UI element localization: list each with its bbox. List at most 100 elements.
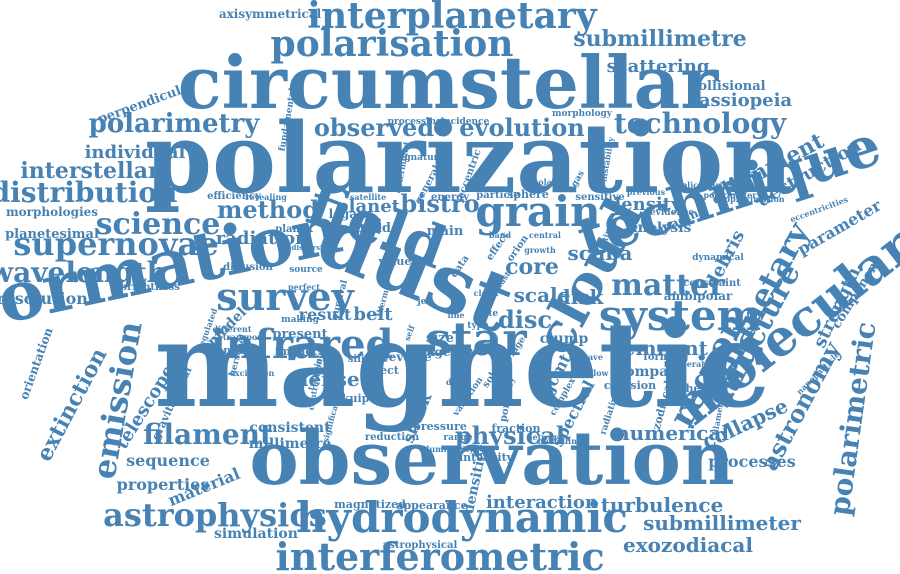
word-transport: transport: [223, 332, 266, 342]
word-analysis: analysis: [629, 220, 692, 236]
word-interstellar: interstellar: [20, 158, 160, 184]
word-properties: properties: [117, 475, 210, 494]
word-efficiency: efficiency: [207, 191, 262, 202]
word-submillimetre: submillimetre: [573, 26, 747, 52]
word-ambipolar: ambipolar: [664, 289, 733, 303]
word-evolution: evolution: [459, 113, 584, 142]
word-making: making: [281, 315, 320, 325]
word-morphologies: morphologies: [6, 205, 98, 219]
word-sequence: sequence: [126, 451, 210, 470]
word-star: star: [425, 312, 527, 366]
word-planetesimal: planetesimal: [5, 227, 99, 242]
word-consistent: consistent: [249, 420, 331, 436]
word-different: different: [212, 324, 251, 334]
word-supernovae: supernovae: [13, 225, 218, 263]
word-magnetized: magnetized: [334, 498, 406, 511]
word-dense: dense: [294, 367, 359, 391]
word-angular: angular: [216, 344, 264, 357]
word-disc: disc: [446, 377, 464, 387]
word-pressure: pressure: [413, 420, 467, 433]
word-dispersion: dispersion: [292, 243, 333, 252]
word-object: object: [361, 364, 400, 377]
word-hydrodynamic: hydrodynamic: [296, 493, 628, 542]
word-numerical: numerical: [615, 421, 729, 445]
word-circumstellar: circumstellar: [178, 40, 719, 125]
word-remnant: remnant: [612, 336, 708, 360]
word-central: central: [529, 230, 561, 240]
word-signature: signature: [396, 153, 445, 163]
word-source: source: [289, 265, 323, 275]
word-scuba: scuba: [568, 241, 633, 265]
word-polarization: polarization: [145, 102, 793, 215]
word-diffusion: diffusion: [223, 262, 273, 273]
word-perfect: perfect: [288, 282, 320, 292]
word-incidence: incidence: [441, 117, 490, 127]
word-exozodiacal: exozodiacal: [623, 533, 753, 557]
word-interferometric: interferometric: [275, 534, 604, 574]
word-scattering: scattering: [607, 56, 710, 77]
word-result: result: [299, 305, 352, 324]
word-magnetic: magnetic: [154, 295, 770, 434]
word-belt: belt: [353, 304, 393, 325]
word-forming: forming: [644, 352, 689, 363]
word-planet: planet: [336, 196, 401, 217]
word-growth: growth: [524, 245, 556, 255]
word-astrophysical: astrophysical: [383, 540, 458, 551]
word-system: system: [599, 291, 761, 340]
word-luminosity: luminosity: [426, 444, 474, 454]
word-individual: individual: [85, 142, 186, 163]
word-jet: jet: [416, 297, 431, 307]
word-wavelength: wavelength: [0, 256, 167, 289]
word-sphere: sphere: [507, 188, 549, 201]
word-turbulence: turbulence: [601, 493, 724, 517]
word-bistro: bistro: [400, 189, 479, 218]
word-fraction: fraction: [492, 422, 541, 435]
word-collisional: collisional: [690, 79, 765, 94]
word-matter: matter: [611, 268, 726, 303]
word-image: image: [409, 345, 450, 359]
word-technology: technology: [614, 107, 787, 140]
word-band: band: [355, 221, 391, 236]
word-intensity: intensity: [459, 451, 514, 464]
word-method: method: [217, 195, 319, 224]
word-disc: disc: [498, 305, 552, 334]
word-line: line: [448, 310, 465, 320]
word-application: application: [671, 180, 722, 190]
word-simulation: simulation: [214, 526, 298, 542]
word-temperature: temperature: [664, 359, 720, 369]
word-type: type: [467, 321, 489, 331]
word-dynamical: dynamical: [692, 253, 744, 263]
word-processing: processing: [388, 117, 443, 127]
word-processes: processes: [708, 452, 795, 471]
word-approximation: approximation: [719, 194, 784, 204]
word-constraint: constraint: [683, 278, 741, 289]
word-rate: rate: [478, 309, 499, 319]
word-distribution: distribution: [0, 176, 177, 209]
word-reverse: reverse: [382, 350, 432, 364]
word-survey: survey: [216, 274, 354, 319]
word-size: size: [426, 331, 454, 346]
word-axisymmetrical: axisymmetrical: [219, 7, 322, 21]
word-observed: observed: [314, 113, 434, 142]
word-appearance: appearance: [396, 499, 467, 512]
word-kuiper: kuiper: [342, 392, 382, 405]
word-compact: compact: [617, 364, 684, 380]
word-disk: disk: [557, 285, 605, 309]
word-polarisation: polarisation: [271, 23, 514, 65]
word-revealing: revealing: [245, 192, 287, 202]
word-radiation: radiation: [216, 228, 308, 249]
word-modelling: modelling: [537, 436, 582, 446]
word-science: science: [96, 207, 221, 242]
word-clump: clump: [540, 331, 589, 347]
word-wave: wave: [580, 352, 603, 362]
word-legacy: legacy: [329, 207, 373, 221]
word-morphology: morphology: [552, 109, 613, 119]
word-resolution: resolution: [0, 289, 88, 308]
word-value: value: [378, 255, 412, 268]
word-main: main: [427, 224, 464, 239]
word-present: present: [272, 327, 327, 342]
word-interaction: interaction: [486, 492, 598, 513]
word-planck: planck: [275, 224, 314, 235]
